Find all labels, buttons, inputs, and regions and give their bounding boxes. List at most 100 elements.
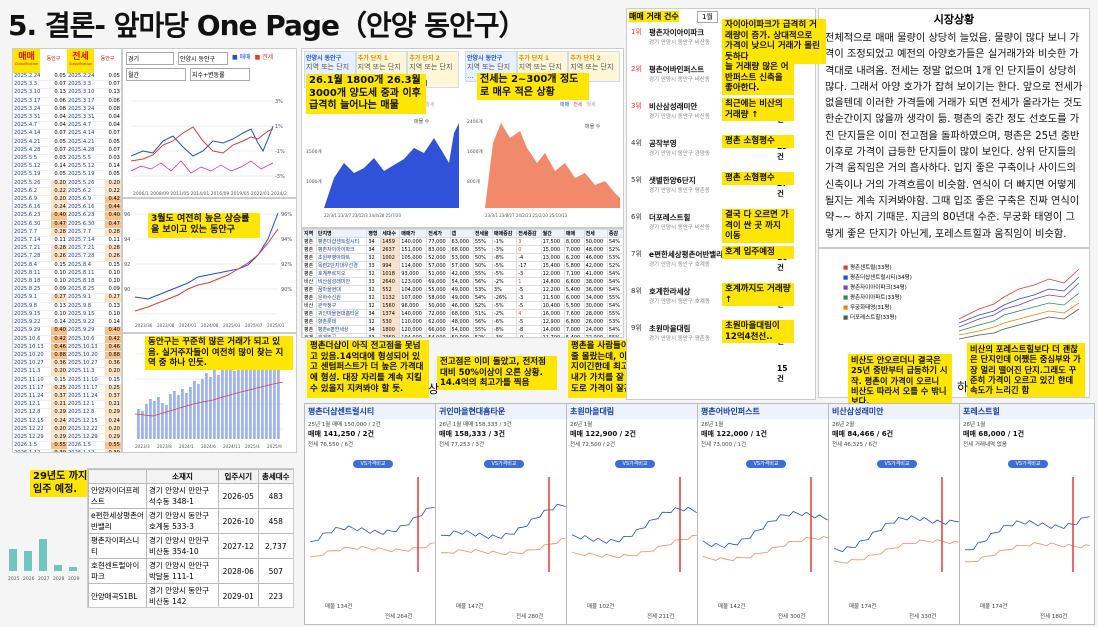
card-name: 평촌더샵센트럴시티 [305,404,439,419]
card-stat: 매물 174건 [980,604,1008,610]
compare-button[interactable]: VS가격비교 [484,460,524,468]
ranking-n: 비산삼성래미안 [649,102,698,111]
volume-bar [237,365,240,439]
svg-text:1000개: 1000개 [306,178,322,185]
period-select[interactable]: 월간 [126,68,186,81]
x-tick-label: 2023/8 [157,444,172,449]
table-row: 2025.9.1 0.27 2025.9.1 0.27 [13,293,121,303]
complex-data-table: 지역 단지명 평형 세대수 매매가 전세가 갭 전세율 매매증감 전세증감 월간 매매 전세 증감 평촌 평촌… [301,228,624,338]
complex-card[interactable]: 평촌어바인퍼스트 26년 1월 매매 122,000 / 1건 전세 73,000 /… [697,403,833,625]
jeonse-listing-area [485,123,620,208]
x-tick-label: 2025/03 [223,323,241,328]
volume-bar [205,373,208,439]
compare-button[interactable]: VS가격비교 [877,460,917,468]
column-header: 전세율 [472,229,493,238]
district-select[interactable]: 안양시 동안구 [178,52,228,65]
card-trade-line [964,516,1090,551]
compare-button[interactable]: VS가격비교 [615,460,655,468]
table-row: 2025.9.8 0.13 2025.9.8 0.13 [13,302,121,311]
market-panel: 시장상황 전체적으로 매매 물량이 상당히 늘었음. 물량이 많다 보니 가격이… [818,8,1090,248]
recent-trade-line [134,212,279,300]
card-stat: 매물 142건 [718,604,746,610]
table-row: 2025.12.22 0.20 2025.12.22 0.20 [13,425,121,434]
complex-card[interactable]: 평촌더샵센트럴시티 25년 1월 매매 150,000 / 2건 매매 141,25… [304,403,440,625]
x-ticks: 2023/36 2023/08 2024/01 2024/08 2025/03 2025/… [135,323,285,328]
table-row: 호계 호계주공 33 2360 104,000 54,000 50,000 52% -3% -9 1… [302,333,623,337]
table-row: 평촌자이퍼스니티 경기 안양시 만안구 비산동 354-10 2027-12 2,73… [88,533,293,559]
volume-bar [149,399,152,439]
chart2-caption: 3월도 여전히 높은 상승률을 보이고 있는 동안구 [148,213,260,238]
svg-text:800개: 800개 [467,178,480,185]
volume-bar [145,404,148,439]
volume-bar [169,394,172,439]
table-row: 평촌 향촌롯데 32 530 110,000 62,000 48,000 56% -6% -5 12… [302,317,623,326]
ranking-note: 결국 다 오르면 가격이 싼 곳 까지 이동 [722,209,794,243]
complex-card[interactable]: 비산삼성래미안 26년 2월 매매 84,466 / 6건 전세 46,325 / 6… [828,403,964,625]
legend-item: ■ 더포레스트힐(33평) [843,315,897,321]
card-stat: 매물 147건 [456,604,484,610]
card-stat-2: 전세 280건 [516,614,544,620]
ranking-n: e편한세상평촌어반밸리 [649,250,724,259]
grid [131,100,273,177]
price-index-chart: 경기 안양시 동안구 ■ 매매 ■ 전세 월간 지수+변동률 3% 1% -1%… [122,48,297,198]
compare-button[interactable]: VS가격비교 [353,460,393,468]
ranking-note: 초원마을대림이 12억4천선.. [722,320,794,344]
card-name: 포레스트힐 [960,404,1094,419]
market-text: 전체적으로 매매 물량이 상당히 늘었음. 물량이 많다 보니 가격이 조정되었… [825,33,1083,240]
card-price-chart [702,477,828,572]
index-select[interactable]: 지수+변동률 [190,68,250,81]
table-row: 2025.9.22 0.14 2025.9.22 0.14 [13,318,121,328]
x-tick-label: 2028 [53,576,65,582]
volume-bar [249,351,252,439]
compare-button[interactable]: VS가격비교 [746,460,786,468]
ranking-n: 호계한라세상 [649,287,691,296]
complex-card[interactable]: 귀인마을현대홈타운 26년 1월 매매 158,333 / 3건 매매 158,33… [435,403,571,625]
card-sub: 26년 1월 [963,422,986,428]
card-jeonse: 전세 73,000 / 1건 [701,442,747,448]
volume-bar [185,393,188,439]
volume-bar [257,367,260,439]
table-row: 2025.5.5 0.03 2025.5.5 0.03 [13,154,121,164]
svg-text:92%: 92% [281,262,292,268]
volume-bar [225,359,228,439]
column-header: 갭 [449,229,474,238]
complex-card[interactable]: 포레스트힐 26년 1월 매매 68,000 / 1건 전세 거래내역 없음 VS가격비… [959,403,1095,625]
ranking-r: 6위 [631,213,642,221]
trade-listing-area-chart: 매물 수 1500개 1000개 22/3/1 23/3/7 23/12/3 2… [306,118,459,218]
ranking-note: 자이아이파크가 급격히 거래량이 증가. 상대적으로 가격이 낮으니 거래가 몰… [722,19,826,64]
card-jeonse: 전세 46,325 / 6건 [832,442,878,448]
table-row: 2025.11.10 0.15 2025.11.10 0.15 [13,376,121,385]
column-header: 평형 [366,229,382,238]
volume-bar [141,411,144,439]
y-tick: -1% [275,149,285,155]
x-tick-label: 2025/07 [245,323,263,328]
svg-text:1600개: 1600개 [467,148,483,155]
region-select[interactable]: 경기 [126,52,174,65]
ranking-r: 9위 [631,324,642,332]
volume-bar [173,391,176,439]
compare-button[interactable]: VS가격비교 [1008,460,1048,468]
card-trade-line [702,511,828,549]
page-title: 5. 결론- 앞마당 One Page（안양 동안구） [8,9,527,42]
ranking-period-select[interactable]: 1월 [697,11,718,23]
ranking-s: 경기 안양시 동안구 호계동 [649,262,710,268]
table-row: 2025.10.13 0.46 2025.10.13 0.46 [13,343,121,352]
card-stat-2: 전세 211건 [647,614,675,620]
table-row: 2025.6.23 0.40 2025.6.23 0.40 [13,211,121,221]
complex-card[interactable]: 초원마을대림 26년 1월 매매 122,900 / 2건 전세 72,500 / 2… [566,403,702,625]
table-row: 2025.6.2 0.22 2025.6.2 0.22 [13,187,121,197]
volume-bar [189,387,192,439]
svg-text:매물 수: 매물 수 [585,123,601,130]
legend-item: ■ 평촌센트럴(33평) [843,265,892,271]
card-price-chart [440,477,566,572]
table-row: 2025.11.24 0.37 2025.11.24 0.37 [13,392,121,402]
card-jeonse-line [702,536,828,562]
card-jeonse-line [309,542,435,558]
legend-jeonse: ■ 전세 [254,54,274,61]
y-tick: 92 [124,262,130,268]
legend-item: ■ 평촌자이아파트(33평) [843,295,902,301]
svg-text:22/3/1 23/3/7 23/12/3 24/4/: 22/3/1 23/3/7 23/12/3 24/4/28 25/7/20 [324,213,402,218]
table-row: 2025.8.25 0.09 2025.8.25 0.09 [13,285,121,295]
ranking-s: 경기 안양시 동안구 평촌동 [649,336,710,342]
table-row: 비산 관악청구 32 1560 96,000 50,000 46,000 52% -5% -5 10… [302,301,623,310]
